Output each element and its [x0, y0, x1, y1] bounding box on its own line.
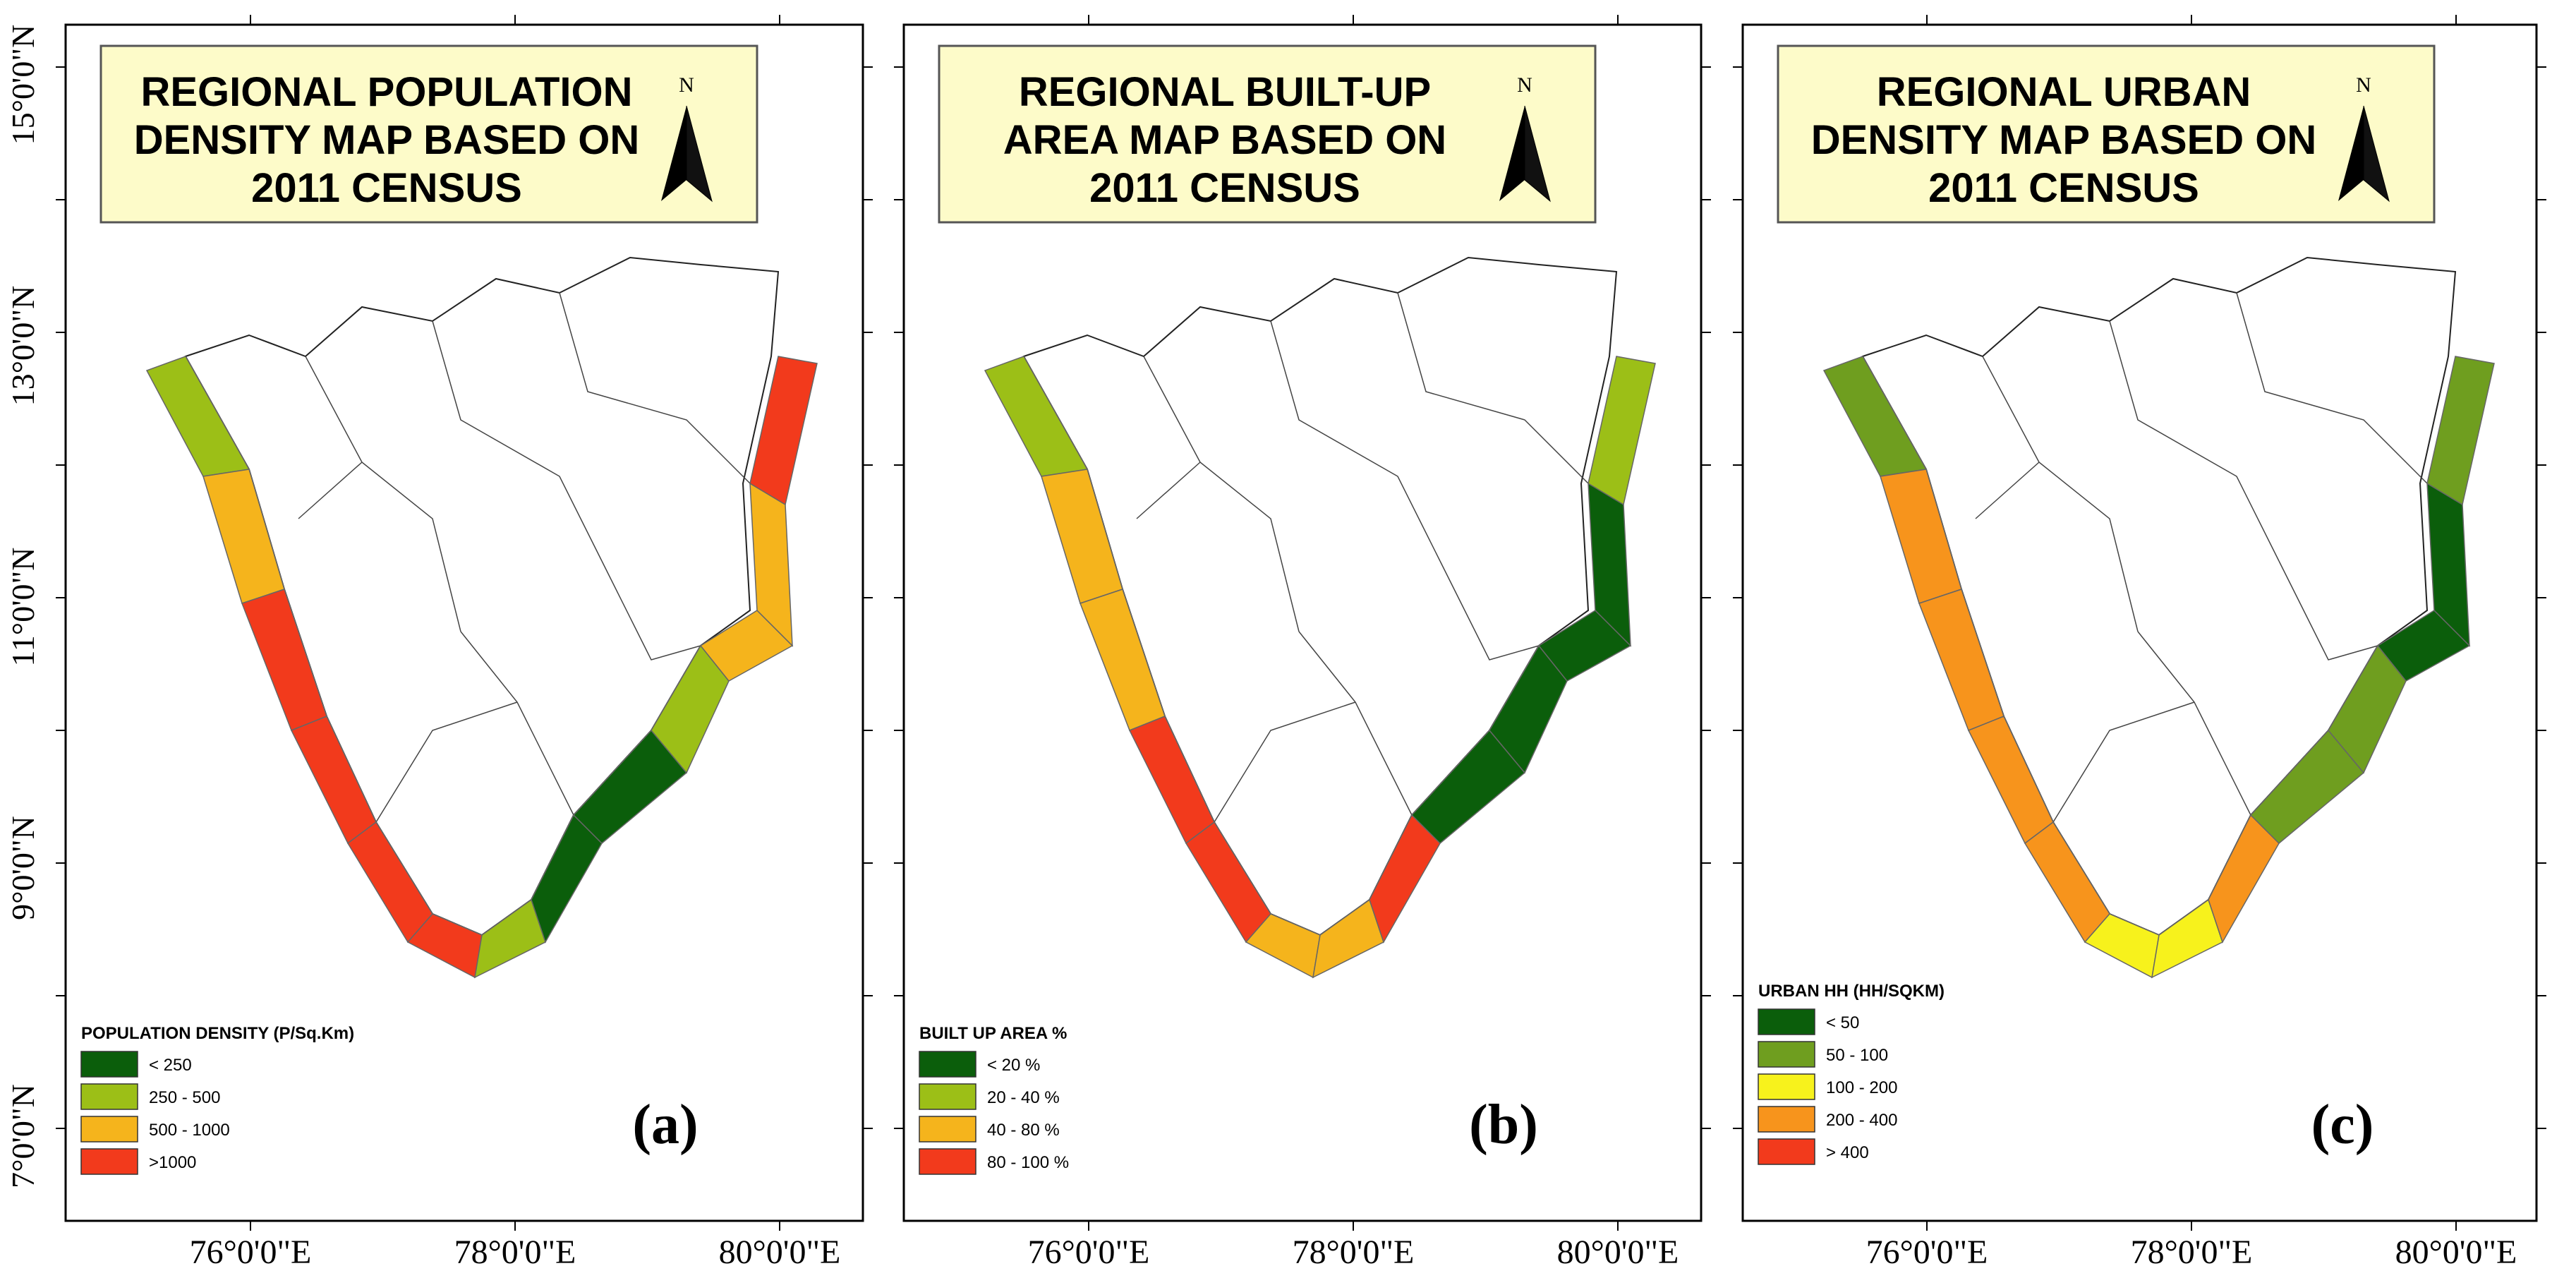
panel-label: (c)	[2311, 1094, 2374, 1156]
legend-label: < 250	[149, 1056, 192, 1075]
legend-label: 40 - 80 %	[987, 1121, 1060, 1140]
legend-label: 100 - 200	[1826, 1078, 1897, 1097]
legend-title: URBAN HH (HH/SQKM)	[1758, 982, 1945, 1001]
panel-label: (a)	[632, 1094, 698, 1156]
legend-label: 200 - 400	[1826, 1111, 1897, 1130]
north-arrow-icon	[2363, 105, 2390, 203]
map-frame	[64, 23, 864, 1222]
district-line	[298, 462, 363, 519]
map-title-line: DENSITY MAP BASED ON	[134, 117, 640, 163]
title-box	[1777, 44, 2436, 224]
map-title-line: REGIONAL POPULATION	[140, 69, 632, 115]
legend-title: BUILT UP AREA %	[919, 1024, 1067, 1043]
district-line	[305, 356, 461, 632]
map-title-line: AREA MAP BASED ON	[1003, 117, 1446, 163]
legend-swatch	[1758, 1073, 1815, 1100]
north-arrow-icon	[2338, 106, 2364, 201]
legend-title: POPULATION DENSITY (P/Sq.Km)	[81, 1024, 354, 1043]
legend-swatch	[1758, 1106, 1815, 1133]
district-line	[1975, 462, 2040, 519]
map-panel-3: 76°0'0"E 78°0'0"E 80°0'0"E REGIONAL URBANDE…	[1733, 15, 2546, 1271]
lat-label: 11°0'0"N	[5, 548, 41, 667]
district-line	[601, 560, 701, 661]
lat-label: 15°0'0"N	[5, 25, 41, 145]
coastal-district-segment	[1588, 356, 1656, 506]
legend-swatch	[80, 1051, 138, 1078]
district-line	[1439, 560, 1540, 661]
lon-label: 78°0'0"E	[1293, 1234, 1415, 1271]
legend-label: 80 - 100 %	[987, 1153, 1069, 1172]
legend-label: < 20 %	[987, 1056, 1040, 1075]
legend-label: > 400	[1826, 1143, 1869, 1162]
map-title-line: 2011 CENSUS	[1089, 165, 1360, 211]
legend-swatch	[1758, 1138, 1815, 1165]
map-title-line: REGIONAL URBAN	[1877, 69, 2251, 115]
legend-label: 250 - 500	[149, 1088, 220, 1107]
panel-label: (b)	[1469, 1094, 1538, 1156]
north-label: N	[679, 73, 694, 97]
district-line	[559, 292, 751, 484]
north-arrow-icon	[1499, 106, 1525, 201]
coastal-district-segment	[749, 356, 818, 506]
lat-label: 13°0'0"N	[5, 286, 41, 406]
north-arrow-icon	[686, 105, 713, 203]
north-label: N	[1517, 73, 1532, 97]
district-line	[1270, 320, 1441, 562]
map-title-line: DENSITY MAP BASED ON	[1811, 117, 2317, 163]
legend-swatch	[1758, 1041, 1815, 1068]
lon-label: 78°0'0"E	[2131, 1234, 2253, 1271]
district-line	[1397, 292, 1589, 484]
legend-swatch	[80, 1083, 138, 1110]
map-panel-2: 76°0'0"E 78°0'0"E 80°0'0"E REGIONAL BUILT-U…	[894, 15, 1711, 1271]
district-line	[1214, 701, 1356, 823]
title-box	[99, 44, 758, 224]
lat-label: 7°0'0"N	[5, 1084, 41, 1188]
title-box	[938, 44, 1597, 224]
district-line	[2052, 701, 2195, 823]
map-title-line: 2011 CENSUS	[251, 165, 522, 211]
lon-label: 80°0'0"E	[719, 1234, 841, 1271]
district-line	[375, 701, 518, 823]
legend-swatch	[80, 1116, 138, 1143]
coastal-district-segment	[2426, 356, 2495, 506]
district-line	[1982, 356, 2139, 632]
legend-swatch	[919, 1148, 976, 1175]
north-arrow-icon	[1524, 105, 1551, 203]
legend-swatch	[80, 1148, 138, 1175]
district-line	[1136, 462, 1201, 519]
north-label: N	[2356, 73, 2371, 97]
map-title-line: REGIONAL BUILT-UP	[1019, 69, 1431, 115]
legend-label: 20 - 40 %	[987, 1088, 1060, 1107]
legend-label: >1000	[149, 1153, 196, 1172]
legend-swatch	[1758, 1008, 1815, 1035]
legend-label: 500 - 1000	[149, 1121, 230, 1140]
lon-label: 78°0'0"E	[454, 1234, 576, 1271]
north-arrow-icon	[661, 106, 687, 201]
legend-label: < 50	[1826, 1013, 1859, 1032]
district-line	[2278, 560, 2378, 661]
map-frame	[1741, 23, 2538, 1222]
lat-label: 9°0'0"N	[5, 816, 41, 920]
lon-label: 76°0'0"E	[1028, 1234, 1150, 1271]
legend-swatch	[919, 1051, 976, 1078]
lon-label: 76°0'0"E	[190, 1234, 312, 1271]
legend-swatch	[919, 1116, 976, 1143]
lon-label: 80°0'0"E	[1557, 1234, 1679, 1271]
legend-swatch	[919, 1083, 976, 1110]
map-title-line: 2011 CENSUS	[1928, 165, 2199, 211]
legend-label: 50 - 100	[1826, 1046, 1888, 1065]
lon-label: 80°0'0"E	[2395, 1234, 2517, 1271]
district-line	[2236, 292, 2428, 484]
district-line	[432, 320, 603, 562]
district-line	[1143, 356, 1300, 632]
map-panel-1: 76°0'0"E 78°0'0"E 80°0'0"E 15°0'0"N 13°0'0"N…	[5, 15, 873, 1271]
district-line	[2109, 320, 2280, 562]
map-frame	[902, 23, 1703, 1222]
lon-label: 76°0'0"E	[1866, 1234, 1988, 1271]
